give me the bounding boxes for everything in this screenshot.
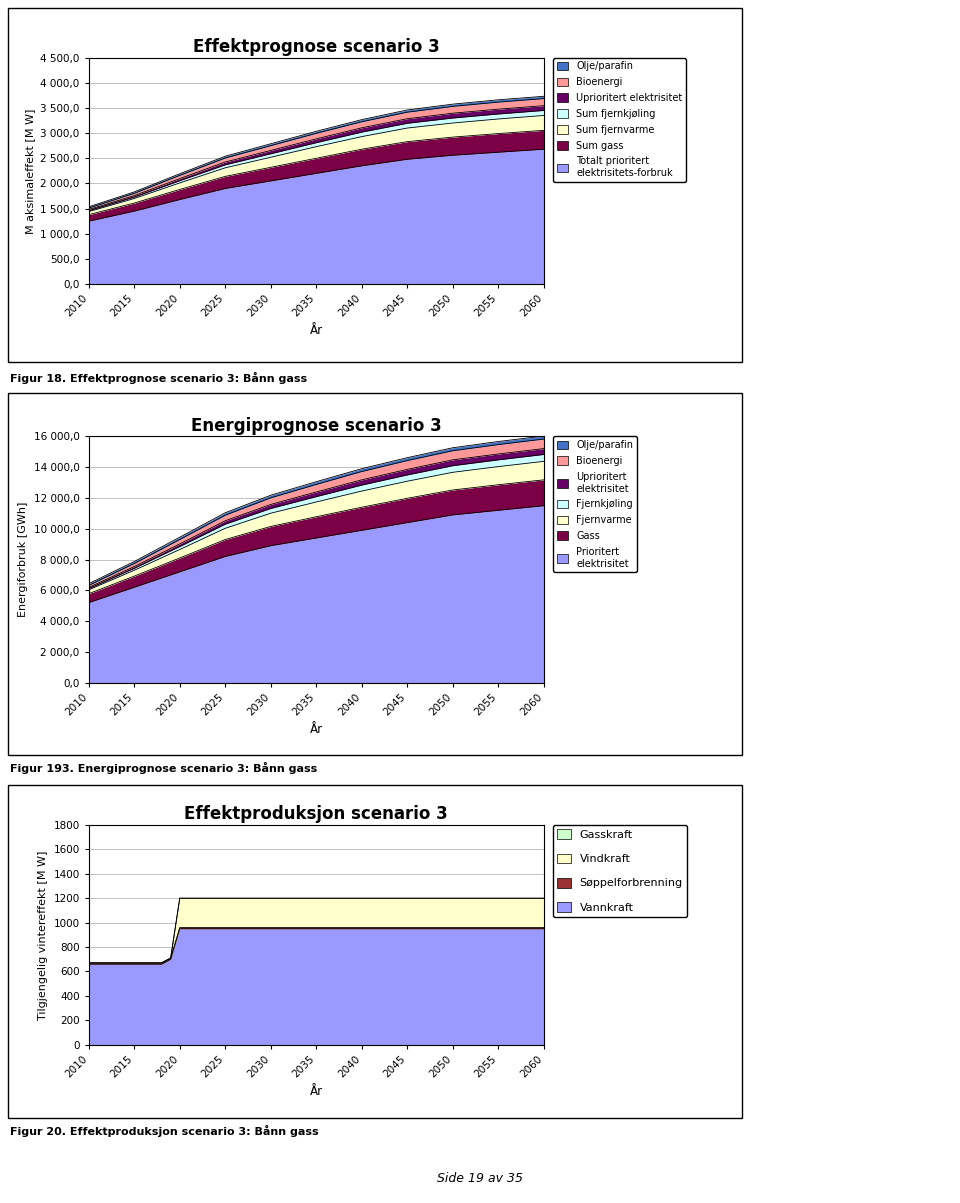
Title: Effektprognose scenario 3: Effektprognose scenario 3 [193,38,440,57]
X-axis label: År: År [310,1085,323,1098]
Title: Energiprognose scenario 3: Energiprognose scenario 3 [191,417,442,434]
Legend: Gasskraft, Vindkraft, Søppelforbrenning, Vannkraft: Gasskraft, Vindkraft, Søppelforbrenning,… [553,825,687,917]
Legend: Olje/parafin, Bioenergi, Uprioritert elektrisitet, Sum fjernkjøling, Sum fjernva: Olje/parafin, Bioenergi, Uprioritert ele… [553,58,686,182]
Text: Side 19 av 35: Side 19 av 35 [437,1172,523,1185]
Text: Figur 20. Effektproduksjon scenario 3: Bånn gass: Figur 20. Effektproduksjon scenario 3: B… [10,1125,319,1137]
Text: Figur 18. Effektprognose scenario 3: Bånn gass: Figur 18. Effektprognose scenario 3: Bån… [10,372,307,384]
Legend: Olje/parafin, Bioenergi, Uprioritert
elektrisitet, Fjernkjøling, Fjernvarme, Gas: Olje/parafin, Bioenergi, Uprioritert ele… [553,437,637,573]
Y-axis label: M aksimaleffekt [M W]: M aksimaleffekt [M W] [25,108,35,233]
Text: Figur 193. Energiprognose scenario 3: Bånn gass: Figur 193. Energiprognose scenario 3: Bå… [10,761,317,774]
Y-axis label: Tilgjengelig vintereffekt [M W]: Tilgjengelig vintereffekt [M W] [37,851,48,1019]
Y-axis label: Energiforbruk [GWh]: Energiforbruk [GWh] [18,502,28,617]
X-axis label: År: År [310,325,323,337]
Title: Effektproduksjon scenario 3: Effektproduksjon scenario 3 [184,805,448,823]
X-axis label: År: År [310,723,323,736]
